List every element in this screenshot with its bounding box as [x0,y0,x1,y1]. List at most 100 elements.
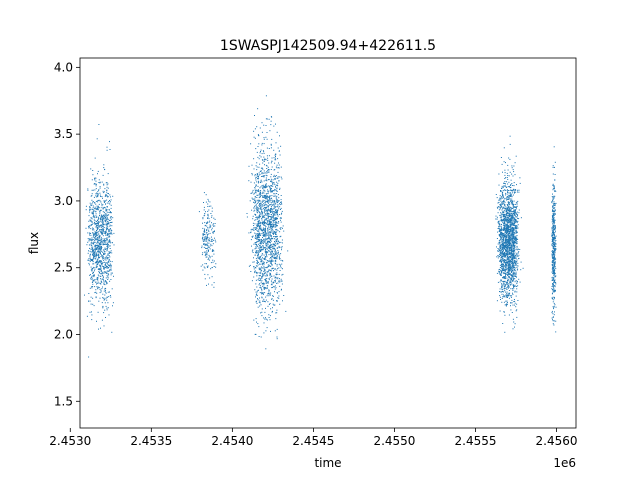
data-point [504,281,506,283]
data-point [510,268,512,270]
data-point [258,177,260,179]
data-point [94,239,96,241]
data-point [504,265,506,267]
data-point [278,273,280,275]
data-point [499,214,501,216]
data-point [95,245,97,247]
data-point [509,262,511,264]
data-point [280,195,282,196]
data-point [93,252,95,254]
data-point [87,232,89,234]
data-point [254,175,256,177]
data-point [276,193,278,194]
data-point [276,282,278,284]
data-point [277,268,279,270]
data-point [89,255,91,257]
data-point [108,235,110,237]
data-point [264,196,266,198]
data-point [98,255,100,257]
data-point [517,280,518,282]
data-point [552,219,554,221]
data-point [507,280,508,282]
data-point [275,245,277,247]
data-point [213,286,215,288]
data-point [274,204,276,206]
data-point [258,230,260,232]
data-point [498,250,500,252]
data-point [282,268,283,270]
data-point [250,232,252,234]
data-point [273,256,275,258]
data-point [262,249,264,251]
data-point [513,247,515,249]
data-point [507,201,509,203]
data-point [264,197,266,199]
data-point [265,330,267,332]
data-point [99,247,101,249]
data-point [513,214,515,216]
data-point [510,257,511,258]
data-point [515,215,516,217]
data-point [258,199,260,201]
data-point [507,247,508,249]
data-point [100,263,102,265]
data-point [502,264,504,266]
data-point [272,299,274,301]
data-point [256,238,258,240]
data-point [104,214,106,216]
data-point [505,304,507,306]
data-point [251,250,253,252]
data-point [516,211,518,213]
data-point [258,258,260,260]
data-point [552,173,554,175]
data-point [281,212,283,214]
data-point [270,270,272,272]
data-point [498,199,500,201]
data-point [272,295,274,297]
data-point [515,235,517,237]
data-point [252,191,254,193]
data-point [281,210,283,212]
data-point [280,221,282,223]
data-point [508,181,510,183]
data-point [111,252,113,254]
data-point [206,230,208,232]
data-point [277,147,279,149]
data-point [257,230,259,232]
data-point [260,149,262,151]
data-point [91,260,92,261]
data-point [272,229,274,231]
data-point [504,271,506,272]
data-point [263,217,265,219]
data-point [282,300,283,302]
data-point [259,300,261,302]
data-point [274,288,276,290]
data-point [275,232,277,234]
data-point [276,328,278,330]
data-point [274,231,276,233]
data-point [110,199,112,201]
data-point [504,253,506,255]
data-point [110,264,112,266]
data-point [504,283,506,285]
data-point [103,268,105,270]
data-point [263,273,265,275]
data-point [513,171,515,173]
data-point [268,247,270,249]
data-point [502,244,504,246]
data-point [265,183,267,185]
data-point [98,287,100,288]
data-point [501,247,503,249]
data-point [261,217,263,219]
data-point [107,244,109,246]
data-point [106,309,108,311]
data-point [93,233,95,235]
data-point [509,210,511,212]
data-point [502,245,504,246]
data-point [512,243,514,245]
data-point [498,202,500,203]
data-point [268,200,270,202]
data-point [499,207,501,209]
data-point [96,247,98,249]
data-point [100,254,102,255]
